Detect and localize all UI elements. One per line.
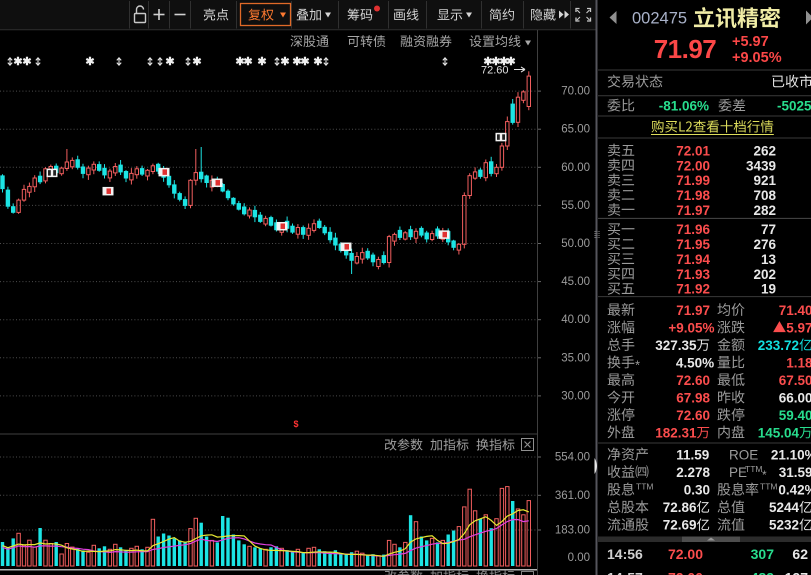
svg-text:✱: ✱ (13, 56, 22, 68)
svg-text:71.97: 71.97 (654, 34, 717, 64)
svg-text:482: 482 (751, 570, 775, 575)
svg-text:30.00: 30.00 (561, 390, 590, 402)
svg-text:19: 19 (761, 282, 776, 297)
svg-text:✱: ✱ (22, 56, 31, 68)
svg-text:45.00: 45.00 (561, 276, 590, 288)
svg-text:✱: ✱ (483, 56, 492, 68)
svg-text:71.40: 71.40 (779, 303, 811, 318)
svg-text:$: $ (293, 419, 298, 429)
svg-text:60.00: 60.00 (561, 162, 590, 174)
svg-text:TTM: TTM (760, 482, 777, 492)
svg-text:40.00: 40.00 (561, 314, 590, 326)
svg-text:55.00: 55.00 (561, 200, 590, 212)
svg-text:+5.97: +5.97 (732, 34, 769, 50)
svg-text:72.01: 72.01 (676, 143, 710, 158)
svg-text:183.00: 183.00 (555, 525, 590, 537)
svg-text:62: 62 (792, 546, 808, 562)
svg-text:21.10%: 21.10% (771, 447, 811, 462)
svg-text:✱: ✱ (257, 56, 266, 68)
svg-text:262: 262 (753, 143, 776, 158)
svg-text:TTM: TTM (745, 464, 762, 474)
svg-text:5232: 5232 (769, 518, 799, 533)
svg-text:72.00: 72.00 (668, 570, 703, 575)
svg-text:71.94: 71.94 (676, 252, 710, 267)
svg-text:327.35: 327.35 (655, 338, 697, 353)
svg-text:182.31: 182.31 (655, 425, 697, 440)
svg-text:TTM: TTM (636, 482, 653, 492)
svg-text:✱: ✱ (280, 56, 289, 68)
svg-text:59.40: 59.40 (779, 408, 811, 423)
svg-text:✱: ✱ (165, 56, 174, 68)
svg-text:14:57: 14:57 (607, 570, 643, 575)
svg-text:307: 307 (751, 546, 775, 562)
svg-text:002475: 002475 (632, 10, 687, 28)
svg-text:554.00: 554.00 (555, 452, 590, 464)
svg-text:71.99: 71.99 (676, 173, 710, 188)
svg-text:71.93: 71.93 (676, 267, 710, 282)
svg-text:127: 127 (785, 570, 809, 575)
svg-text:202: 202 (753, 267, 776, 282)
svg-text:13: 13 (761, 252, 777, 267)
svg-text:71.96: 71.96 (676, 222, 710, 237)
svg-text:✱: ✱ (292, 56, 301, 68)
svg-text:921: 921 (753, 173, 776, 188)
svg-text:67.50: 67.50 (779, 373, 811, 388)
svg-text:0.00: 0.00 (568, 552, 590, 564)
svg-text:✱: ✱ (192, 56, 201, 68)
svg-text:233.72: 233.72 (758, 338, 799, 353)
svg-text:70.00: 70.00 (561, 86, 590, 98)
svg-text:✱: ✱ (313, 56, 322, 68)
svg-text:✱: ✱ (243, 56, 252, 68)
svg-text:71.98: 71.98 (676, 188, 710, 203)
svg-text:35.00: 35.00 (561, 352, 590, 364)
svg-text:ROE: ROE (729, 447, 758, 462)
svg-text:*: * (635, 357, 640, 372)
svg-text:72.86: 72.86 (663, 500, 697, 515)
svg-text:*: * (762, 468, 767, 482)
svg-text:72.60: 72.60 (676, 408, 710, 423)
svg-text:✱: ✱ (506, 56, 515, 68)
svg-text:71.92: 71.92 (676, 282, 710, 297)
svg-text:5.97: 5.97 (786, 320, 811, 335)
svg-text:-81.06%: -81.06% (659, 99, 709, 114)
svg-text:72.00: 72.00 (668, 546, 703, 562)
svg-text:✱: ✱ (300, 56, 309, 68)
svg-text:72.69: 72.69 (663, 518, 697, 533)
svg-text:11.59: 11.59 (676, 447, 709, 462)
svg-text:145.04: 145.04 (758, 425, 800, 440)
svg-text:31.59: 31.59 (779, 465, 811, 480)
svg-text:71.97: 71.97 (676, 203, 710, 218)
svg-text:PE: PE (729, 465, 747, 480)
svg-text:✱: ✱ (491, 56, 500, 68)
svg-text:71.95: 71.95 (676, 237, 710, 252)
svg-text:77: 77 (761, 222, 776, 237)
svg-text:✱: ✱ (235, 56, 244, 68)
svg-text:71.97: 71.97 (676, 303, 710, 318)
svg-text:66.00: 66.00 (779, 390, 811, 405)
svg-text:+9.05%: +9.05% (668, 320, 714, 335)
svg-text:✱: ✱ (499, 56, 508, 68)
svg-text:50.00: 50.00 (561, 238, 590, 250)
svg-text:-50252: -50252 (777, 99, 811, 114)
svg-text:1.18: 1.18 (786, 355, 811, 370)
svg-text:65.00: 65.00 (561, 124, 590, 136)
svg-text:282: 282 (753, 203, 776, 218)
svg-text:+9.05%: +9.05% (732, 50, 782, 66)
svg-text:3439: 3439 (746, 158, 776, 173)
svg-text:✱: ✱ (85, 56, 94, 68)
svg-text:67.98: 67.98 (676, 390, 710, 405)
svg-text:2.278: 2.278 (676, 465, 710, 480)
svg-text:276: 276 (753, 237, 776, 252)
svg-text:72.60: 72.60 (481, 65, 509, 77)
svg-text:0.30: 0.30 (684, 483, 710, 498)
svg-text:5244: 5244 (769, 500, 800, 515)
svg-text:72.00: 72.00 (676, 158, 710, 173)
svg-text:708: 708 (753, 188, 776, 203)
svg-text:4.50%: 4.50% (676, 355, 714, 370)
svg-text:14:56: 14:56 (607, 546, 643, 562)
svg-text:361.00: 361.00 (555, 490, 590, 502)
svg-text:72.60: 72.60 (676, 373, 710, 388)
svg-text:0.42%: 0.42% (778, 483, 811, 498)
